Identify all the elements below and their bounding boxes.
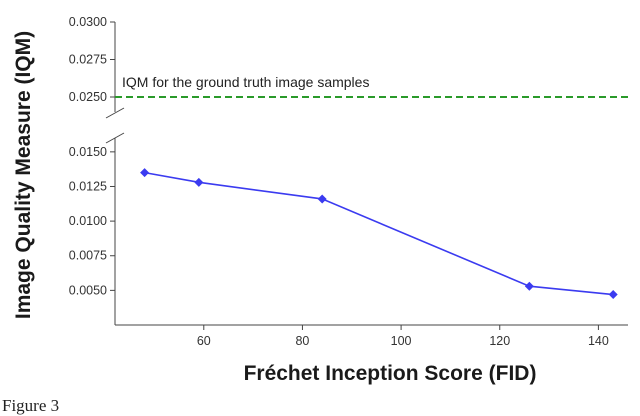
y-tick-label: 0.0100 [69,214,107,228]
reference-line-label: IQM for the ground truth image samples [122,74,369,90]
data-point [608,290,618,300]
data-point [140,168,150,178]
axis-break-marks [105,107,125,144]
x-tick-label: 60 [197,334,211,348]
y-ticks-upper: 0.0250 0.0275 0.0300 [69,15,115,104]
figure-caption: Figure 3 [2,396,60,415]
series-points [140,168,618,300]
x-ticks: 60 80 100 120 140 [197,325,609,348]
y-tick-label: 0.0250 [69,90,107,104]
x-tick-label: 80 [295,334,309,348]
y-ticks-lower: 0.0050 0.0075 0.0100 0.0125 0.0150 [69,145,115,297]
data-point [194,177,204,187]
x-tick-label: 120 [489,334,510,348]
y-tick-label: 0.0275 [69,53,107,67]
y-tick-label: 0.0125 [69,179,107,193]
y-tick-label: 0.0075 [69,249,107,263]
x-tick-label: 140 [588,334,609,348]
y-axis-title: Image Quality Measure (IQM) [12,31,35,319]
y-tick-label: 0.0050 [69,283,107,297]
x-tick-label: 100 [391,334,412,348]
data-point [524,281,534,291]
data-point [317,194,327,204]
y-tick-label: 0.0300 [69,15,107,29]
x-axis-title: Fréchet Inception Score (FID) [244,362,537,385]
y-tick-label: 0.0150 [69,145,107,159]
series-line [144,171,614,296]
